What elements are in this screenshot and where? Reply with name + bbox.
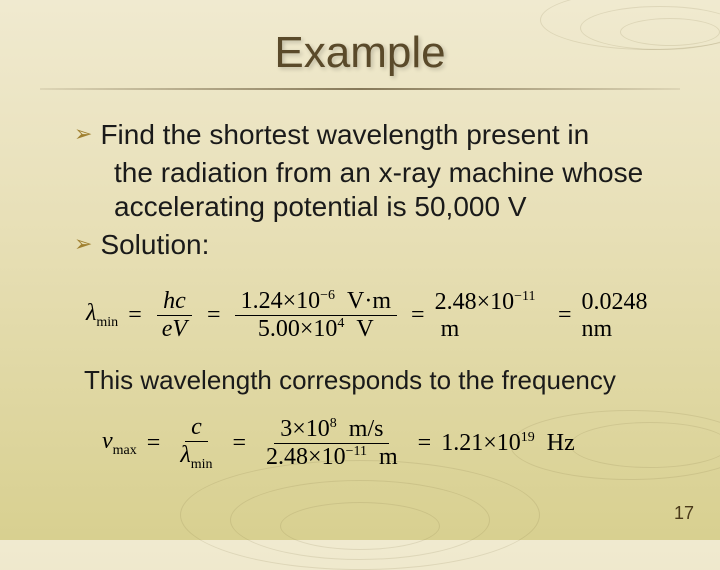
title-region: Example: [0, 0, 720, 90]
eq2-lhs: νmax: [102, 428, 137, 459]
bullet-2-text: Solution:: [100, 228, 209, 262]
bullet-1: ➢ Find the shortest wavelength present i…: [74, 118, 670, 152]
bullet-1-line3: accelerating potential is 50,000 V: [74, 190, 670, 224]
eq2-frac2: 3×108 m/s 2.48×10−11 m: [260, 416, 404, 471]
equals-sign: =: [233, 430, 247, 457]
equals-sign: =: [411, 302, 425, 329]
equals-sign: =: [207, 302, 221, 329]
equals-sign: =: [558, 302, 572, 329]
equals-sign: =: [418, 430, 432, 457]
bullet-1-line2: the radiation from an x-ray machine whos…: [74, 156, 670, 190]
equation-2: νmax = c λmin = 3×108 m/s 2.48×10−11 m =…: [60, 396, 670, 491]
eq2-frac1: c λmin: [174, 414, 218, 473]
bullet-arrow-icon: ➢: [74, 118, 92, 150]
eq1-frac2: 1.24×10−6 V·m 5.00×104 V: [235, 288, 397, 343]
bullet-arrow-icon: ➢: [74, 228, 92, 260]
eq1-frac1: hc eV: [156, 288, 193, 343]
eq1-lhs: λmin: [86, 300, 118, 331]
page-number: 17: [674, 503, 694, 524]
mid-sentence: This wavelength corresponds to the frequ…: [44, 361, 670, 396]
eq2-result: 1.21×1019 Hz: [441, 430, 575, 457]
equation-1: λmin = hc eV = 1.24×10−6 V·m 5.00×104 V …: [44, 266, 670, 361]
equals-sign: =: [147, 430, 161, 457]
equals-sign: =: [128, 302, 142, 329]
slide-title: Example: [274, 28, 445, 82]
content-region: ➢ Find the shortest wavelength present i…: [0, 90, 720, 491]
bullet-1-head: Find: [100, 119, 154, 150]
bullet-1-text: Find the shortest wavelength present in: [100, 118, 589, 152]
bullet-2: ➢ Solution:: [74, 228, 670, 262]
eq1-result1: 2.48×10−11 m: [435, 289, 548, 343]
bullet-1-rest-1: the shortest wavelength present in: [155, 119, 589, 150]
eq1-result2: 0.0248 nm: [582, 289, 670, 343]
